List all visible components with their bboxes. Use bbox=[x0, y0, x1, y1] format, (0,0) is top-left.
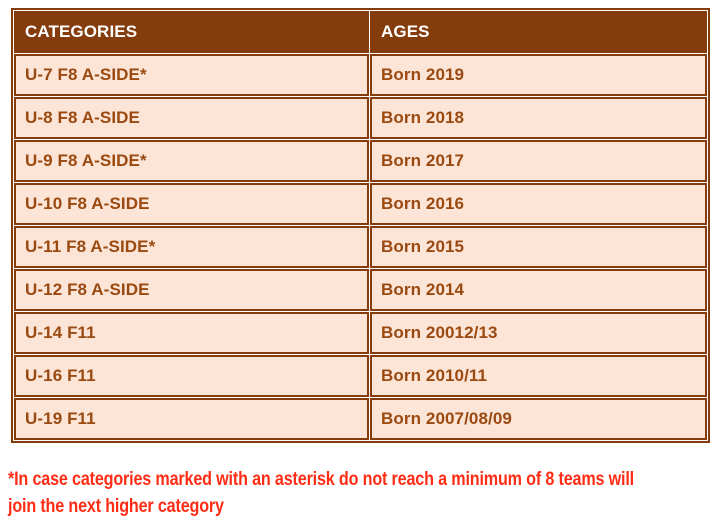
ages-cell: Born 2007/08/09 bbox=[370, 398, 707, 440]
table-row: U-8 F8 A-SIDE Born 2018 bbox=[14, 97, 707, 139]
category-cell: U-11 F8 A-SIDE* bbox=[14, 226, 369, 268]
table-row: U-16 F11 Born 2010/11 bbox=[14, 355, 707, 397]
ages-cell: Born 2016 bbox=[370, 183, 707, 225]
category-cell: U-16 F11 bbox=[14, 355, 369, 397]
table-row: U-14 F11 Born 20012/13 bbox=[14, 312, 707, 354]
table-body: U-7 F8 A-SIDE* Born 2019 U-8 F8 A-SIDE Born… bbox=[14, 54, 707, 440]
ages-cell: Born 20012/13 bbox=[370, 312, 707, 354]
table-row: U-11 F8 A-SIDE* Born 2015 bbox=[14, 226, 707, 268]
category-cell: U-14 F11 bbox=[14, 312, 369, 354]
asterisk-footnote: *In case categories marked with an aster… bbox=[8, 466, 721, 520]
table-row: U-19 F11 Born 2007/08/09 bbox=[14, 398, 707, 440]
ages-cell: Born 2019 bbox=[370, 54, 707, 96]
category-cell: U-12 F8 A-SIDE bbox=[14, 269, 369, 311]
category-cell: U-9 F8 A-SIDE* bbox=[14, 140, 369, 182]
table-header-row: CATEGORIES AGES bbox=[14, 11, 707, 53]
category-cell: U-19 F11 bbox=[14, 398, 369, 440]
column-header-ages: AGES bbox=[370, 11, 707, 53]
column-header-categories: CATEGORIES bbox=[14, 11, 369, 53]
age-categories-table-wrap: CATEGORIES AGES U-7 F8 A-SIDE* Born 2019 U… bbox=[11, 8, 710, 443]
category-cell: U-7 F8 A-SIDE* bbox=[14, 54, 369, 96]
ages-cell: Born 2018 bbox=[370, 97, 707, 139]
ages-cell: Born 2017 bbox=[370, 140, 707, 182]
category-cell: U-8 F8 A-SIDE bbox=[14, 97, 369, 139]
ages-cell: Born 2014 bbox=[370, 269, 707, 311]
age-categories-table: CATEGORIES AGES U-7 F8 A-SIDE* Born 2019 U… bbox=[11, 8, 710, 443]
table-row: U-7 F8 A-SIDE* Born 2019 bbox=[14, 54, 707, 96]
table-row: U-10 F8 A-SIDE Born 2016 bbox=[14, 183, 707, 225]
ages-cell: Born 2010/11 bbox=[370, 355, 707, 397]
footnote-line-2: join the next higher category bbox=[8, 496, 224, 517]
ages-cell: Born 2015 bbox=[370, 226, 707, 268]
table-row: U-12 F8 A-SIDE Born 2014 bbox=[14, 269, 707, 311]
category-cell: U-10 F8 A-SIDE bbox=[14, 183, 369, 225]
footnote-line-1: *In case categories marked with an aster… bbox=[8, 469, 635, 490]
table-row: U-9 F8 A-SIDE* Born 2017 bbox=[14, 140, 707, 182]
